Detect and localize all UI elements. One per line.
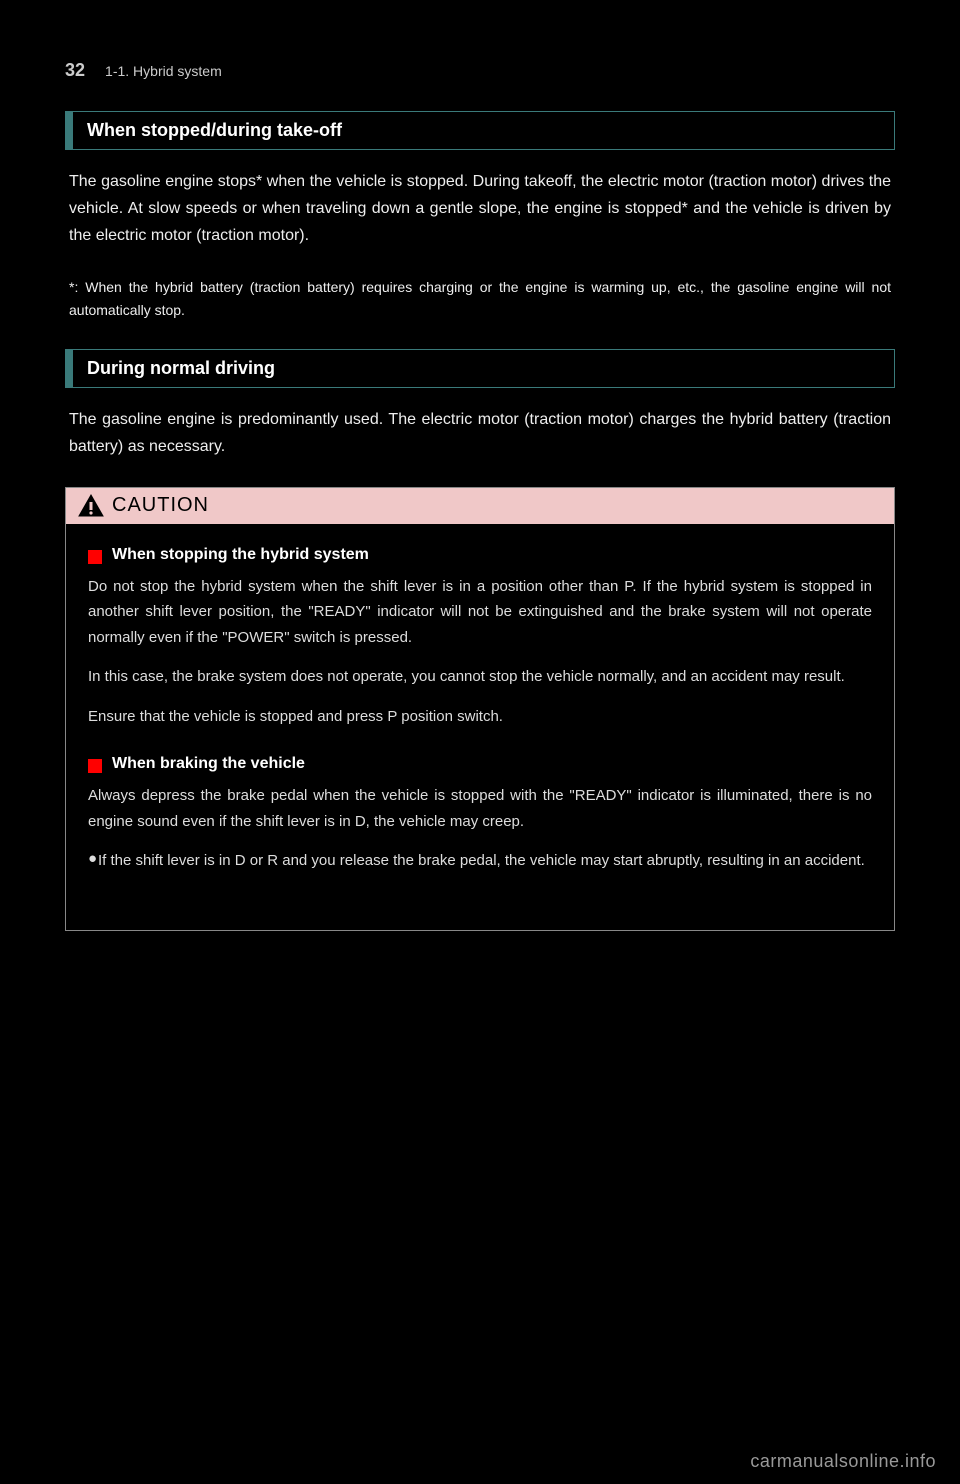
caution-header: CAUTION (66, 488, 894, 524)
section-body-driving: The gasoline engine is predominantly use… (65, 406, 895, 460)
caution-paragraph: In this case, the brake system does not … (88, 664, 872, 690)
section-footnote-stopped: *: When the hybrid battery (traction bat… (65, 276, 895, 324)
caution-paragraph: Do not stop the hybrid system when the s… (88, 574, 872, 651)
caution-item-braking: When braking the vehicle Always depress … (88, 755, 872, 874)
page-number: 32 (65, 60, 85, 81)
caution-bullet-text: If the shift lever is in D or R and you … (98, 848, 872, 874)
caution-paragraph: Ensure that the vehicle is stopped and p… (88, 704, 872, 730)
page-header: 32 1-1. Hybrid system (65, 60, 895, 81)
red-square-icon (88, 550, 102, 564)
caution-paragraph: Always depress the brake pedal when the … (88, 783, 872, 834)
section-heading-driving: During normal driving (65, 349, 895, 388)
section-heading-stopped: When stopped/during take-off (65, 111, 895, 150)
red-square-icon (88, 759, 102, 773)
caution-bullet: ● If the shift lever is in D or R and yo… (88, 848, 872, 874)
caution-label: CAUTION (112, 494, 209, 517)
watermark: carmanualsonline.info (750, 1451, 936, 1472)
caution-item-header: When stopping the hybrid system (88, 546, 872, 564)
caution-item-header: When braking the vehicle (88, 755, 872, 773)
bullet-dot-icon: ● (88, 848, 98, 874)
warning-triangle-icon (78, 494, 104, 518)
caution-box: CAUTION When stopping the hybrid system … (65, 487, 895, 931)
section-body-stopped: The gasoline engine stops* when the vehi… (65, 168, 895, 250)
caution-body: When stopping the hybrid system Do not s… (66, 524, 894, 930)
caution-item-stopping: When stopping the hybrid system Do not s… (88, 546, 872, 730)
breadcrumb: 1-1. Hybrid system (85, 63, 895, 79)
manual-page: 32 1-1. Hybrid system When stopped/durin… (0, 0, 960, 971)
caution-item-title: When braking the vehicle (112, 755, 305, 773)
caution-item-title: When stopping the hybrid system (112, 546, 369, 564)
